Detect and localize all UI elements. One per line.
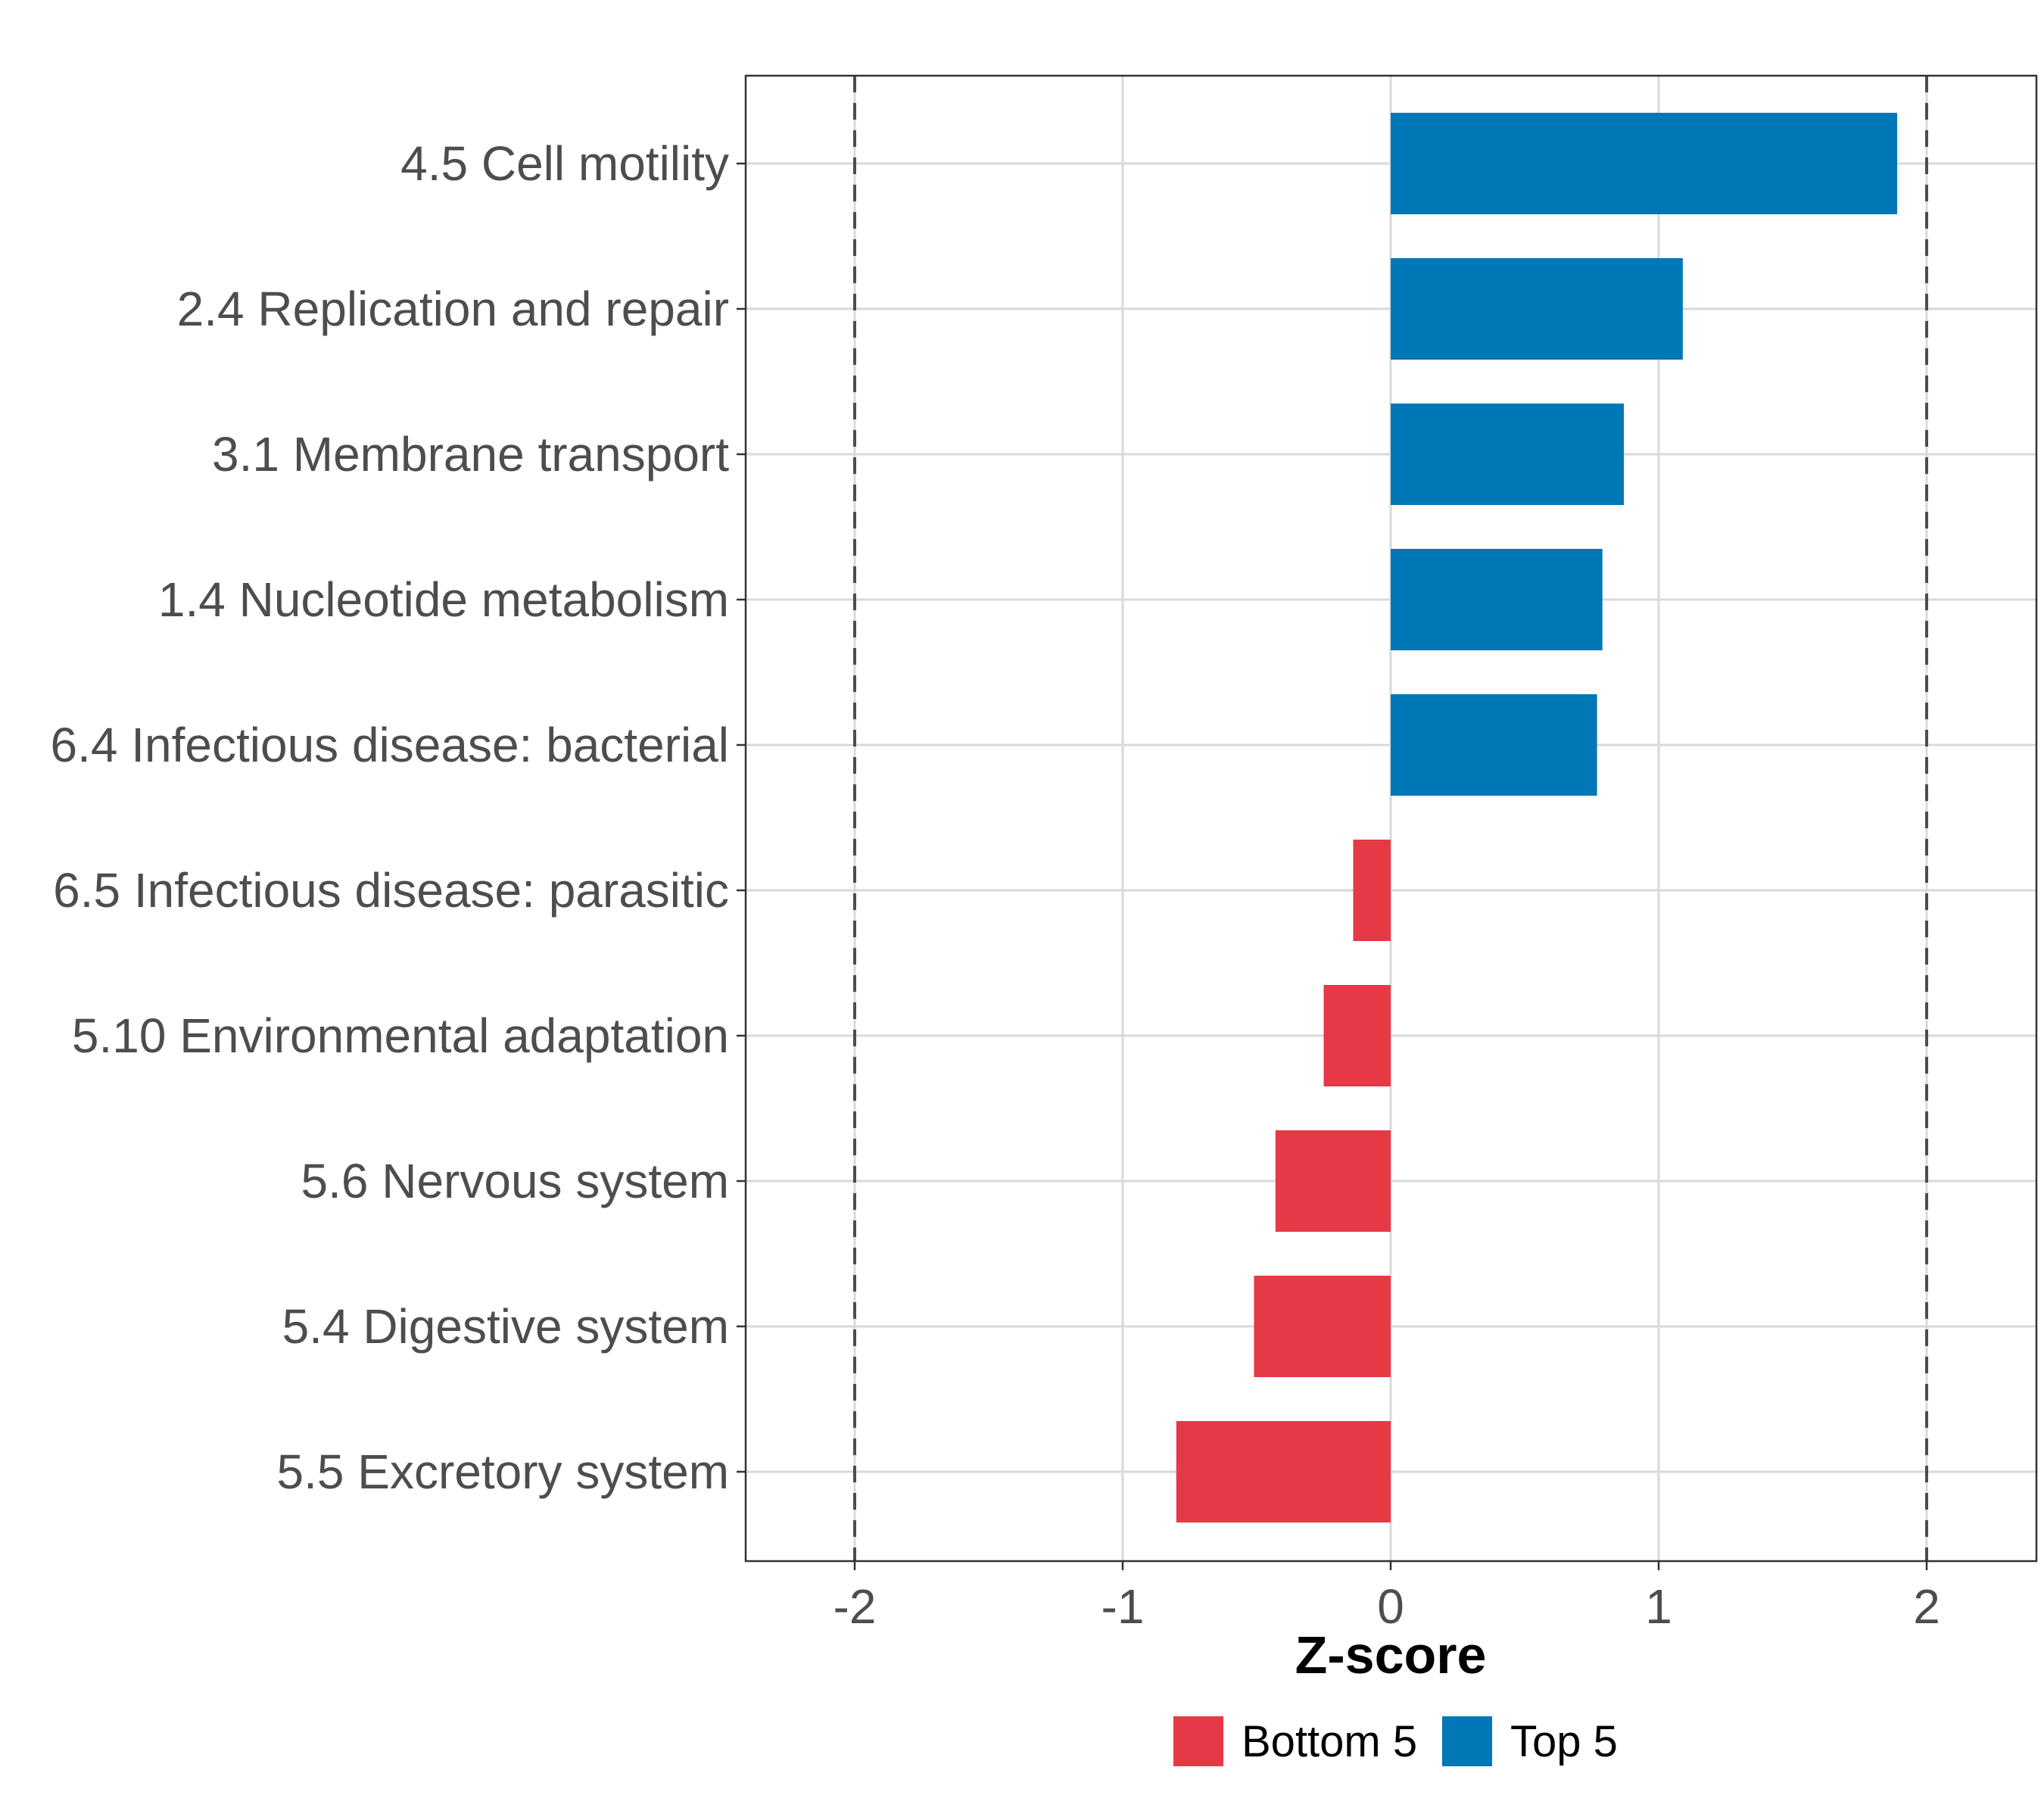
y-tick-label-7: 5.10 Environmental adaptation — [72, 1008, 729, 1063]
bar-3 — [1391, 404, 1624, 505]
bar-6 — [1353, 840, 1391, 941]
y-tick-label-9: 5.4 Digestive system — [282, 1299, 729, 1354]
y-axis: 4.5 Cell motility 2.4 Replication and rep… — [50, 136, 746, 1499]
y-tick-label-6: 6.5 Infectious disease: parasitic — [53, 863, 729, 918]
x-axis: -2 -1 0 1 2 — [833, 1561, 1940, 1634]
bar-4 — [1391, 549, 1603, 650]
bar-2 — [1391, 258, 1683, 360]
x-axis-title: Z-score — [1295, 1625, 1487, 1685]
bar-1 — [1391, 113, 1898, 214]
x-tick-label-0: -2 — [833, 1579, 877, 1634]
y-tick-label-5: 6.4 Infectious disease: bacterial — [50, 718, 729, 772]
y-tick-label-10: 5.5 Excretory system — [277, 1445, 730, 1499]
x-tick-label-2: 0 — [1377, 1579, 1404, 1634]
legend-label-1: Bottom 5 — [1242, 1717, 1417, 1766]
x-tick-label-4: 2 — [1913, 1579, 1940, 1634]
legend-label-2: Top 5 — [1510, 1717, 1618, 1766]
bars — [1176, 113, 1898, 1522]
y-tick-label-1: 4.5 Cell motility — [400, 136, 729, 191]
bar-8 — [1275, 1130, 1391, 1232]
y-tick-label-8: 5.6 Nervous system — [301, 1154, 729, 1208]
y-tick-label-2: 2.4 Replication and repair — [177, 282, 729, 336]
y-tick-label-3: 3.1 Membrane transport — [212, 427, 729, 482]
x-tick-label-1: -1 — [1101, 1579, 1145, 1634]
legend-key-2 — [1442, 1716, 1492, 1766]
legend-key-1 — [1173, 1716, 1223, 1766]
bar-7 — [1323, 985, 1391, 1086]
bar-9 — [1254, 1276, 1391, 1377]
y-tick-label-4: 1.4 Nucleotide metabolism — [158, 572, 729, 627]
bar-5 — [1391, 694, 1597, 796]
bar-10 — [1176, 1421, 1391, 1522]
x-tick-label-3: 1 — [1645, 1579, 1672, 1634]
legend: Bottom 5 Top 5 — [1173, 1716, 1618, 1766]
reference-lines — [853, 76, 1928, 1561]
